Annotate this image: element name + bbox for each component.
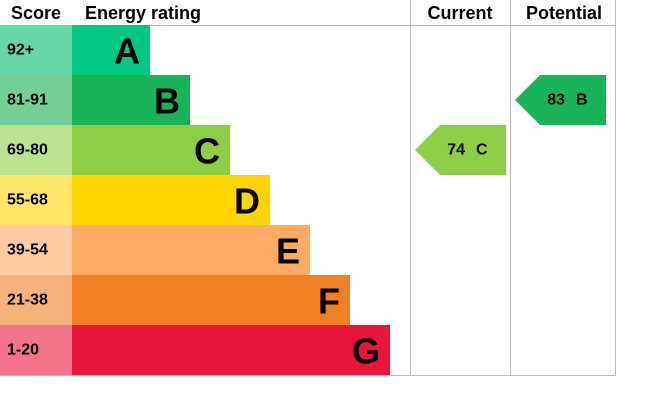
score-label: 81-91 — [7, 92, 48, 109]
score-cell — [0, 25, 72, 75]
potential-letter: B — [576, 92, 588, 109]
score-label: 1-20 — [7, 342, 39, 359]
rating-bar — [72, 125, 230, 175]
score-cell — [0, 75, 72, 125]
current-value: 74 — [447, 142, 465, 159]
rating-letter: C — [194, 131, 220, 172]
header-current: Current — [427, 3, 492, 23]
rating-letter: A — [114, 31, 140, 72]
score-label: 39-54 — [7, 242, 48, 259]
current-arrow — [415, 125, 506, 175]
rating-letter: G — [352, 331, 380, 372]
rating-bar — [72, 75, 190, 125]
potential-value: 83 — [547, 92, 565, 109]
score-label: 69-80 — [7, 142, 48, 159]
score-cell — [0, 325, 72, 375]
score-cell — [0, 125, 72, 175]
header-rating: Energy rating — [85, 3, 201, 23]
potential-arrow — [515, 75, 606, 125]
score-label: 21-38 — [7, 292, 48, 309]
header-potential: Potential — [526, 3, 602, 23]
header-score: Score — [11, 3, 61, 23]
rating-letter: E — [276, 231, 300, 272]
score-label: 55-68 — [7, 192, 48, 209]
score-cell — [0, 225, 72, 275]
score-label: 92+ — [7, 42, 34, 59]
rating-bar — [72, 225, 310, 275]
rating-letter: B — [154, 81, 180, 122]
current-letter: C — [476, 142, 488, 159]
score-cell — [0, 175, 72, 225]
score-cell — [0, 275, 72, 325]
rating-letter: F — [318, 281, 340, 322]
rating-bar — [72, 275, 350, 325]
rating-letter: D — [234, 181, 260, 222]
rating-bar — [72, 325, 390, 375]
rating-bar — [72, 25, 150, 75]
rating-bar — [72, 175, 270, 225]
